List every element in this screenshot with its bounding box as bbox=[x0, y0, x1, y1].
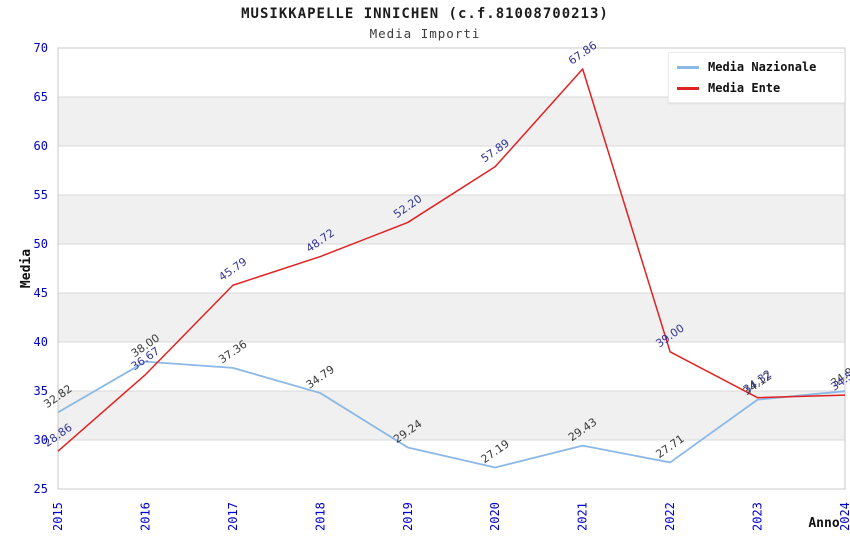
y-tick-label: 45 bbox=[34, 286, 48, 300]
x-axis-title: Anno bbox=[808, 516, 839, 531]
legend: Media Nazionale Media Ente bbox=[668, 52, 845, 103]
y-tick-label: 60 bbox=[34, 139, 48, 153]
plot-border bbox=[57, 47, 846, 490]
x-tick-label: 2018 bbox=[313, 502, 327, 531]
y-tick-label: 70 bbox=[34, 41, 48, 55]
x-tick-label: 2023 bbox=[751, 502, 765, 531]
x-tick-label: 2019 bbox=[401, 502, 415, 531]
plot-band bbox=[58, 293, 845, 342]
plot-band bbox=[58, 97, 845, 146]
series-line-media-nazionale bbox=[57, 360, 846, 469]
chart-subtitle: Media Importi bbox=[369, 26, 481, 41]
point-label: 27.19 bbox=[479, 437, 512, 466]
y-tick-label: 25 bbox=[34, 482, 48, 496]
plot-band bbox=[58, 195, 845, 244]
x-tick-label: 2022 bbox=[663, 502, 677, 531]
point-label: 34.79 bbox=[304, 363, 337, 392]
legend-item-media-nazionale: Media Nazionale bbox=[677, 60, 844, 74]
y-tick-label: 35 bbox=[34, 384, 48, 398]
y-axis-title: Media bbox=[19, 249, 34, 288]
x-tick-label: 2017 bbox=[226, 502, 240, 531]
y-tick-label: 65 bbox=[34, 90, 48, 104]
y-tick-label: 55 bbox=[34, 188, 48, 202]
x-tick-label: 2020 bbox=[488, 502, 502, 531]
legend-line-swatch-nazionale bbox=[677, 65, 699, 69]
x-tick-label: 2021 bbox=[576, 502, 590, 531]
y-tick-label: 50 bbox=[34, 237, 48, 251]
point-label: 67.86 bbox=[566, 39, 599, 68]
point-label: 45.79 bbox=[216, 255, 249, 284]
x-tick-label: 2016 bbox=[138, 502, 152, 531]
x-tick-label: 2015 bbox=[51, 502, 65, 531]
x-tick-label: 2024 bbox=[838, 502, 850, 531]
series-line-media-ente bbox=[57, 68, 846, 452]
y-tick-label: 30 bbox=[34, 433, 48, 447]
legend-item-media-ente: Media Ente bbox=[677, 81, 844, 95]
legend-line-swatch-ente bbox=[677, 86, 699, 90]
legend-label-nazionale: Media Nazionale bbox=[708, 60, 817, 74]
legend-label-ente: Media Ente bbox=[708, 81, 781, 95]
plot-band bbox=[58, 391, 845, 440]
chart-title: MUSIKKAPELLE INNICHEN (c.f.81008700213) bbox=[241, 6, 609, 22]
y-tick-label: 40 bbox=[34, 335, 48, 349]
